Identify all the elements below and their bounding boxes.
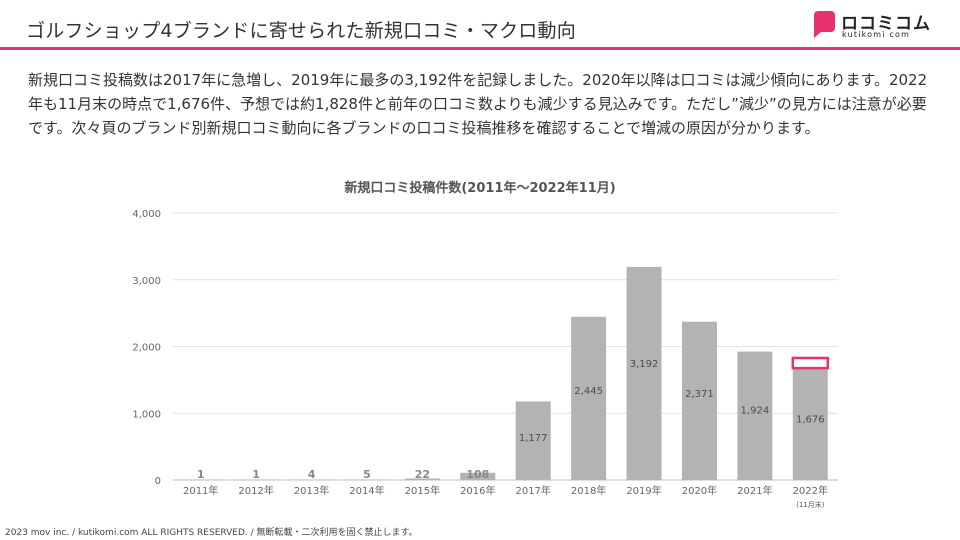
bar: [737, 351, 773, 480]
x-tick-label: 2012年: [238, 484, 273, 497]
x-tick-label: 2021年: [737, 484, 772, 497]
data-labels: 1 1 4 5 22 108 1,177 2,445 3,192 2,371 1,924 1,676: [197, 359, 825, 481]
x-tick-label: 2020年: [682, 484, 717, 497]
speech-bubble-icon: [814, 11, 835, 38]
kutikomi-logo: ロコミコム kutikomi com: [814, 10, 930, 42]
data-label: 2,371: [685, 389, 714, 400]
data-label: 22: [415, 468, 430, 481]
data-label: 1,676: [796, 414, 825, 425]
bar: [792, 368, 828, 480]
x-axis-ticks: 2011年 2012年 2013年 2014年 2015年 2016年 2017年 2018年…: [183, 484, 828, 509]
chart-title: 新規口コミ投稿件数(2011年～2022年11月): [344, 181, 616, 196]
data-label: 1: [197, 468, 205, 481]
data-label: 5: [363, 468, 371, 481]
header-divider: [0, 47, 960, 50]
data-label: 4: [308, 468, 316, 481]
x-tick-label: 2014年: [349, 484, 384, 497]
copyright-footer: 2023 mov inc. / kutikomi.com ALL RIGHTS …: [5, 528, 418, 538]
y-axis-ticks: 0 1,000 2,000 3,000 4,000: [132, 209, 161, 487]
x-tick-label: 2013年: [294, 484, 329, 497]
bar-chart: 0 1,000 2,000 3,000 4,000 1 1 4 5 22 108 1,177 2,44…: [132, 209, 838, 509]
data-label: 1: [252, 468, 260, 481]
gridlines: [173, 212, 838, 481]
bar: [626, 266, 662, 480]
data-label: 3,192: [630, 359, 659, 370]
y-tick-label: 4,000: [132, 209, 161, 220]
y-tick-label: 1,000: [132, 409, 161, 420]
data-label: 1,924: [741, 405, 770, 416]
x-tick-label: 2019年: [626, 484, 661, 497]
y-tick-label: 2,000: [132, 343, 161, 354]
y-tick-label: 0: [155, 476, 161, 487]
x-tick-label: 2015年: [405, 484, 440, 497]
bar: [349, 479, 385, 480]
slide-title: ゴルフショップ4ブランドに寄せられた新規口コミ・マクロ動向: [26, 20, 576, 42]
x-tick-label: 2011年: [183, 484, 218, 497]
bar: [183, 479, 219, 480]
x-tick-label: 2022年: [793, 484, 828, 497]
data-label: 2,445: [574, 386, 603, 397]
data-label: 1,177: [519, 433, 548, 444]
summary-paragraph: 新規口コミ投稿数は2017年に急増し、2019年に最多の3,192件を記録しまし…: [28, 71, 928, 137]
x-tick-label: 2017年: [515, 484, 550, 497]
x-tick-label: 2018年: [571, 484, 606, 497]
bar: [294, 479, 330, 480]
logo-subtitle: kutikomi com: [842, 30, 911, 39]
y-tick-label: 3,000: [132, 276, 161, 287]
bars: [183, 266, 830, 480]
bar: [571, 316, 607, 480]
bar: [681, 321, 717, 480]
forecast-box: [791, 356, 830, 370]
bar: [238, 479, 274, 480]
bar: [460, 472, 496, 480]
data-label: 108: [466, 468, 489, 481]
bar: [515, 401, 551, 480]
bar: [404, 478, 440, 480]
x-tick-note: (11月末): [796, 500, 825, 509]
slide-header: ゴルフショップ4ブランドに寄せられた新規口コミ・マクロ動向 ロコミコム kuti…: [0, 0, 960, 50]
x-tick-label: 2016年: [460, 484, 495, 497]
logo-name: ロコミコム: [841, 14, 931, 34]
